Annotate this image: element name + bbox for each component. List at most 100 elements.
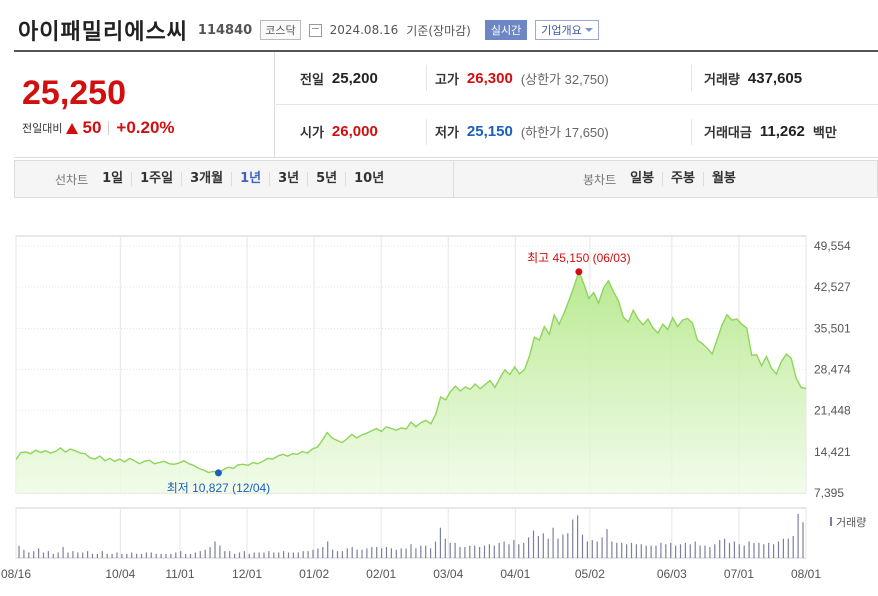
volume-bar	[439, 527, 441, 558]
amount-value: 11,262	[759, 123, 805, 140]
price-summary: 25,250 전일대비 50 +0.20% 전일 25,200 고가 26,30…	[14, 52, 878, 158]
volume-bar	[635, 544, 637, 558]
change-percent: +0.20%	[116, 118, 175, 137]
volume-bar	[596, 541, 598, 558]
x-tick-label: 12/01	[232, 567, 262, 581]
x-tick-label: 06/03	[657, 567, 687, 581]
tab-1w[interactable]: 1주일	[131, 172, 181, 186]
volume-bar	[234, 553, 236, 558]
x-tick-label: 02/01	[366, 567, 396, 581]
tab-1d[interactable]: 1일	[102, 171, 124, 186]
price-chart[interactable]: 49,554 42,527 35,501 28,474 21,448 14,421 7,39…	[0, 200, 878, 592]
volume-bar	[410, 544, 412, 558]
volume-bar	[728, 542, 731, 558]
change-label: 전일대비	[22, 122, 63, 135]
price-chart-area: 49,554 42,527 35,501 28,474 21,448 14,421 7,39…	[0, 200, 878, 592]
low-label: 저가	[435, 125, 459, 140]
volume-bar	[748, 541, 750, 558]
tab-weekly[interactable]: 주봉	[662, 172, 703, 186]
tab-daily[interactable]: 일봉	[630, 171, 655, 186]
volume-bar	[782, 538, 784, 558]
volume-bar	[675, 545, 677, 558]
company-overview-label: 기업개요	[541, 24, 582, 37]
chevron-down-icon	[584, 28, 593, 32]
volume-bar	[346, 548, 348, 558]
volume-bar	[136, 553, 138, 558]
volume-bar	[292, 552, 294, 558]
volume-bar	[518, 544, 520, 558]
tab-10y[interactable]: 10년	[345, 172, 392, 186]
volume-bar	[640, 544, 642, 558]
x-tick-label: 10/04	[105, 567, 135, 581]
volume-bar	[572, 519, 574, 558]
volume-bar	[689, 544, 691, 558]
volume-bar	[621, 542, 623, 558]
candle-chart-tabs: 봉차트 일봉 주봉 월봉	[583, 161, 744, 197]
volume-bar	[493, 545, 495, 558]
volume-bar	[209, 547, 211, 558]
volume-bar	[454, 542, 456, 558]
x-tick-label: 04/01	[500, 567, 530, 581]
high-label: 고가	[435, 71, 459, 87]
market-badge: 코스닥	[260, 20, 301, 40]
volume-bar	[126, 553, 128, 558]
volume-bar	[155, 553, 157, 558]
volume-bar	[243, 551, 245, 558]
quote-basis: 기준(장마감)	[406, 23, 471, 38]
realtime-button[interactable]: 실시간	[484, 20, 528, 40]
tab-3y[interactable]: 3년	[269, 172, 307, 186]
high-value: 26,300	[466, 69, 513, 87]
volume-bar	[738, 544, 740, 558]
volume-bar	[532, 530, 535, 558]
volume-bar	[371, 547, 373, 558]
current-price-box: 25,250 전일대비 50 +0.20%	[14, 52, 275, 158]
volume-bar	[758, 542, 760, 558]
volume-bar	[650, 545, 652, 558]
volume-bar	[111, 553, 113, 558]
volume-bar	[616, 542, 618, 558]
volume-bar	[763, 544, 765, 558]
volume-label: 거래량	[704, 71, 740, 87]
lower-limit: (하한가 17,650)	[520, 125, 609, 140]
volume-bar	[62, 547, 64, 558]
tab-3m[interactable]: 3개월	[181, 172, 231, 186]
calendar-icon	[308, 23, 322, 37]
volume-bar	[385, 547, 388, 558]
volume-bar	[679, 544, 682, 558]
line-chart-tabs: 선차트 1일 1주일 3개월 1년 3년 5년 10년	[15, 161, 392, 197]
tab-1y[interactable]: 1년	[231, 172, 269, 186]
volume-bar	[336, 551, 339, 558]
tab-monthly[interactable]: 월봉	[702, 172, 744, 186]
volume-bar	[42, 552, 45, 558]
candle-chart-label: 봉차트	[583, 172, 617, 187]
volume-bar	[67, 552, 69, 558]
volume-bar	[523, 542, 525, 558]
volume-bar	[768, 542, 770, 558]
volume-bar	[106, 553, 108, 558]
amount-unit: 백만	[812, 125, 837, 140]
high-annotation: 최고 45,150 (06/03)	[527, 251, 630, 265]
volume-bar	[665, 544, 667, 558]
volume-bar	[268, 551, 270, 558]
volume-bar	[38, 548, 40, 558]
open-cell: 시가 26,000	[276, 105, 426, 158]
y-tick-label: 35,501	[814, 321, 851, 335]
amount-label: 거래대금	[704, 125, 752, 140]
volume-bar	[488, 544, 490, 558]
volume-bar	[586, 541, 588, 558]
volume-bar	[57, 552, 59, 558]
tab-5y[interactable]: 5년	[307, 172, 345, 186]
volume-bar	[508, 544, 510, 558]
volume-bar	[714, 544, 716, 558]
volume-bar	[645, 545, 647, 558]
volume-bar	[376, 547, 378, 558]
volume-bar	[287, 552, 290, 558]
low-value: 25,150	[466, 123, 513, 140]
header-divider	[14, 50, 878, 52]
volume-bar	[577, 515, 579, 558]
volume-bar	[724, 538, 726, 558]
volume-value: 437,605	[747, 69, 803, 87]
company-overview-dropdown[interactable]: 기업개요	[535, 20, 599, 40]
open-value: 26,000	[331, 123, 378, 140]
volume-bar	[150, 552, 152, 558]
